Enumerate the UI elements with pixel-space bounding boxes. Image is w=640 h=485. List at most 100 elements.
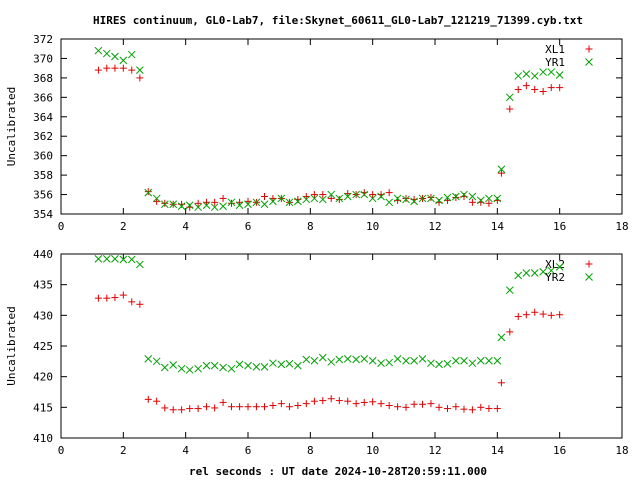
data-point	[530, 269, 539, 277]
x-tick-label: 18	[615, 220, 628, 233]
marker-stroke	[144, 355, 153, 363]
x-tick-label: 0	[58, 220, 65, 233]
data-point	[435, 403, 443, 411]
data-point	[435, 196, 443, 205]
data-point	[119, 56, 128, 65]
data-point	[369, 191, 377, 199]
data-point	[227, 364, 236, 373]
data-point	[310, 194, 319, 203]
data-point	[261, 193, 269, 200]
data-point	[94, 294, 102, 302]
data-point	[493, 356, 502, 365]
data-point	[135, 66, 144, 74]
data-point	[427, 194, 435, 203]
y-tick-label: 368	[33, 72, 53, 85]
data-point	[427, 193, 435, 201]
marker-stroke	[102, 49, 111, 58]
data-point	[111, 255, 119, 263]
data-point	[530, 72, 539, 80]
data-point	[385, 189, 393, 197]
data-point	[319, 191, 327, 199]
legend-label: YR1	[545, 56, 565, 69]
marker-stroke	[294, 197, 302, 206]
marker-stroke	[169, 200, 178, 209]
data-point	[327, 358, 336, 366]
data-point	[327, 395, 335, 403]
data-point	[269, 359, 277, 368]
data-point	[111, 64, 119, 72]
marker-stroke	[368, 356, 377, 365]
data-point	[468, 406, 476, 414]
data-point	[327, 194, 335, 202]
marker-stroke	[127, 255, 136, 264]
data-point	[369, 398, 377, 406]
data-point	[468, 198, 476, 206]
data-point	[185, 201, 194, 210]
marker-stroke	[111, 52, 119, 61]
data-point	[160, 200, 169, 209]
marker-stroke	[343, 355, 352, 363]
data-point	[111, 52, 119, 61]
marker-stroke	[294, 361, 302, 370]
data-point	[343, 355, 352, 363]
series-yr1	[94, 46, 564, 212]
legend-label: YR2	[545, 271, 565, 284]
data-point	[285, 359, 294, 368]
data-point	[377, 192, 385, 201]
marker-stroke	[485, 194, 493, 203]
data-point	[476, 196, 485, 205]
data-point	[460, 356, 468, 365]
marker-stroke	[244, 361, 252, 370]
data-point	[102, 49, 111, 58]
data-point	[418, 194, 427, 203]
marker-stroke	[335, 194, 344, 203]
data-point	[127, 50, 136, 59]
plot-frame	[60, 253, 623, 439]
marker-stroke	[418, 194, 427, 203]
marker-stroke	[102, 255, 111, 263]
marker-stroke	[235, 360, 244, 369]
data-point	[402, 356, 410, 365]
data-point	[547, 266, 556, 275]
data-point	[402, 195, 410, 204]
x-tick-label: 4	[182, 220, 189, 233]
x-tick-label: 10	[366, 220, 379, 233]
marker-stroke	[160, 363, 169, 372]
data-point	[335, 195, 343, 203]
data-point	[476, 356, 485, 365]
data-point	[452, 356, 460, 365]
data-point	[352, 400, 360, 408]
x-tick-label: 16	[553, 220, 566, 233]
data-point	[555, 263, 564, 271]
data-point	[531, 308, 539, 316]
marker-stroke	[555, 263, 564, 271]
marker-stroke	[460, 190, 468, 199]
data-point	[352, 190, 361, 199]
marker-stroke	[194, 203, 202, 212]
x-tick-label: 18	[615, 444, 628, 457]
data-point	[119, 291, 127, 299]
data-point	[161, 199, 169, 207]
data-point	[219, 363, 227, 372]
marker-stroke	[476, 196, 485, 205]
marker-stroke	[377, 359, 385, 368]
data-point	[202, 201, 211, 210]
marker-stroke	[402, 195, 410, 204]
data-point	[127, 255, 136, 264]
data-point	[135, 260, 144, 269]
data-point	[360, 355, 369, 363]
marker-stroke	[210, 203, 219, 212]
marker-stroke	[219, 202, 227, 211]
data-point	[410, 356, 418, 365]
data-point	[402, 194, 410, 202]
data-point	[144, 188, 152, 196]
marker-stroke	[244, 200, 252, 209]
marker-stroke	[443, 359, 452, 368]
series-xl2	[94, 291, 564, 414]
marker-stroke	[277, 360, 286, 369]
marker-stroke	[497, 165, 506, 174]
marker-stroke	[393, 355, 402, 363]
data-point	[485, 356, 493, 365]
data-point	[547, 68, 556, 76]
data-point	[194, 364, 202, 373]
